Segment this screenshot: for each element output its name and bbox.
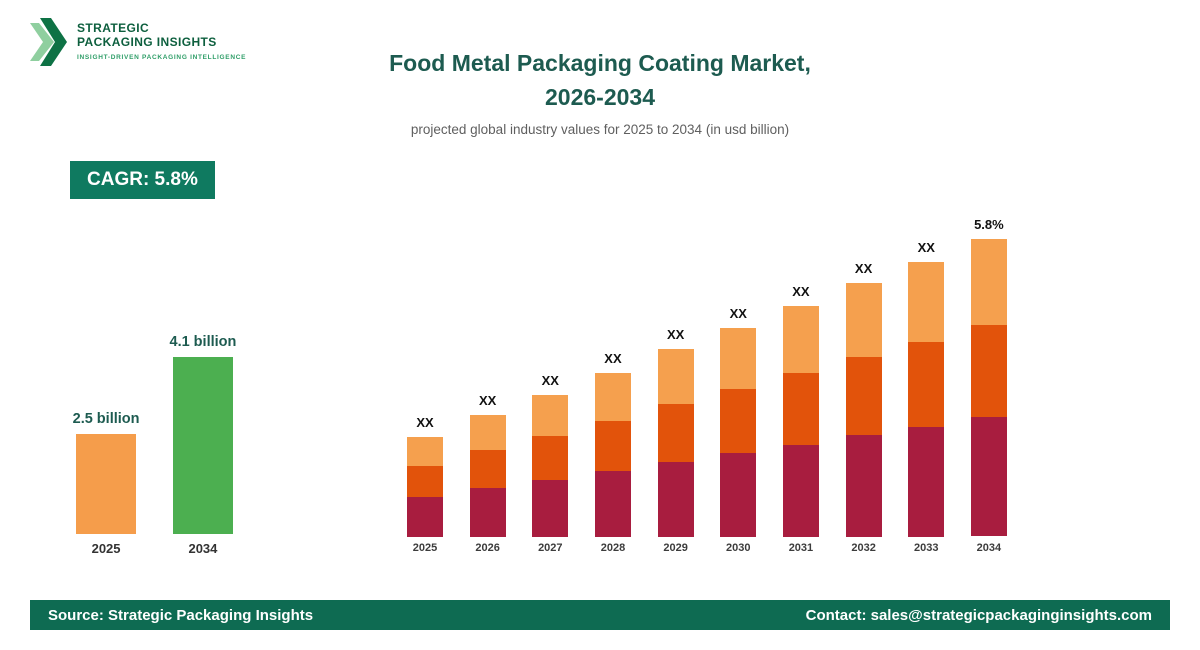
bar-segment-tier-top [720, 328, 757, 389]
bar-data-label: XX [917, 240, 935, 255]
bar-segment-tier-top [845, 283, 882, 357]
bar-segment-tier-top [594, 373, 631, 421]
bar-segment-tier-middle [845, 356, 882, 436]
bar-segment-tier-top [532, 395, 569, 436]
bar-data-label: XX [666, 327, 685, 342]
summary-value-label: 2.5 billion [72, 411, 140, 427]
stacked-bar [908, 262, 945, 537]
bar-segment-tier-top [782, 306, 819, 373]
bar-segment-tier-bottom [908, 427, 945, 537]
bar-data-label: XX [792, 284, 810, 299]
bar-column: XX 2030 [720, 306, 757, 554]
summary-chart: 2.5 billion 2025 4.1 billion 2034 [62, 334, 247, 556]
stacked-bar [970, 239, 1007, 537]
logo-line1: STRATEGIC [77, 21, 150, 36]
footer-source: Source: Strategic Packaging Insights [48, 606, 314, 624]
bar-year-label: 2031 [788, 542, 814, 554]
bar-year-label: 2034 [976, 542, 1002, 554]
bar-year-label: 2025 [412, 542, 438, 554]
bar-segment-tier-middle [532, 436, 569, 480]
bar-year-label: 2028 [600, 542, 626, 554]
stacked-bar [720, 328, 757, 537]
bar-data-label: XX [478, 393, 497, 408]
logo-line2: PACKAGING INSIGHTS [77, 35, 217, 50]
bar-segment-tier-top [970, 239, 1007, 325]
stacked-bar [407, 437, 443, 537]
bar-segment-tier-top [657, 349, 694, 404]
bar-segment-tier-bottom [469, 488, 506, 537]
summary-value-label: 4.1 billion [169, 334, 237, 350]
title-block: Food Metal Packaging Coating Market, 202… [260, 46, 940, 137]
stacked-bar [532, 395, 569, 537]
footer-contact: Contact: sales@strategicpackaginginsight… [805, 606, 1152, 624]
logo-text: STRATEGIC PACKAGING INSIGHTS INSIGHT-DRI… [77, 22, 246, 61]
bar-segment-tier-middle [594, 420, 631, 472]
bar-data-label: XX [541, 373, 559, 388]
bar-segment-tier-bottom [782, 445, 819, 537]
bar-segment-tier-top [469, 415, 506, 450]
bar-column: XX 2027 [532, 373, 569, 554]
bar-column: XX 2029 [657, 327, 694, 554]
bar-segment-tier-top [407, 437, 443, 466]
bar-segment-tier-middle [782, 373, 819, 445]
brand-logo: STRATEGIC PACKAGING INSIGHTS INSIGHT-DRI… [30, 16, 246, 68]
stacked-bar [782, 306, 819, 537]
bar-column: XX 2026 [469, 393, 506, 554]
bar-column: XX 2028 [594, 351, 631, 554]
bar-segment-tier-middle [908, 342, 945, 427]
bar-year-label: 2033 [914, 542, 939, 554]
bar-year-label: 2027 [538, 542, 563, 554]
bar-segment-tier-bottom [970, 417, 1007, 536]
bar-segment-tier-bottom [594, 471, 631, 537]
cagr-badge: CAGR: 5.8% [70, 161, 215, 199]
stacked-chart: XX 2025 XX 2026 XX 2027 XX 2028 XX 2029 XX 2030 XX 20… [407, 198, 1007, 554]
bar-data-label: XX [604, 351, 622, 366]
bar-column: XX 2033 [908, 240, 945, 554]
summary-year-label: 2034 [188, 541, 218, 556]
stacked-bar [594, 373, 631, 537]
bar-segment-tier-bottom [845, 435, 882, 537]
bar-segment-tier-bottom [532, 480, 569, 537]
bar-segment-tier-middle [970, 325, 1007, 417]
bar-segment-tier-bottom [657, 462, 694, 537]
bar-column: 5.8% 2034 [970, 217, 1007, 554]
bar-data-label: XX [854, 261, 873, 276]
summary-bar [76, 434, 137, 534]
logo-tagline: INSIGHT-DRIVEN PACKAGING INTELLIGENCE [77, 54, 247, 62]
bar-segment-tier-bottom [407, 497, 443, 537]
bar-segment-tier-top [908, 262, 945, 342]
summary-bar [172, 357, 233, 534]
bar-year-label: 2026 [475, 542, 500, 554]
bar-column: XX 2025 [407, 415, 443, 554]
bar-segment-tier-middle [720, 388, 757, 454]
bar-segment-tier-bottom [720, 453, 757, 537]
summary-bar-column: 4.1 billion 2034 [170, 334, 237, 556]
bar-segment-tier-middle [657, 404, 694, 462]
summary-year-label: 2025 [91, 541, 121, 556]
bar-column: XX 2032 [845, 261, 882, 554]
bar-data-label: XX [729, 306, 747, 321]
stacked-bar [469, 415, 506, 537]
bar-data-label: 5.8% [974, 217, 1004, 232]
page-title-line2: 2026-2034 [545, 84, 655, 110]
bar-year-label: 2032 [851, 542, 876, 554]
logo-chevron-icon [30, 18, 67, 66]
bar-column: XX 2031 [782, 284, 819, 554]
bar-year-label: 2029 [663, 542, 688, 554]
summary-bar-column: 2.5 billion 2025 [73, 411, 140, 556]
stacked-bar [845, 283, 882, 537]
page-subtitle: projected global industry values for 202… [410, 122, 790, 137]
footer-bar: Source: Strategic Packaging Insights Con… [30, 600, 1170, 630]
bar-segment-tier-middle [407, 466, 443, 497]
stacked-bar [657, 349, 694, 537]
bar-data-label: XX [416, 415, 434, 430]
bar-segment-tier-middle [469, 450, 506, 488]
page-title-line1: Food Metal Packaging Coating Market, [389, 50, 811, 76]
bar-year-label: 2030 [726, 542, 751, 554]
